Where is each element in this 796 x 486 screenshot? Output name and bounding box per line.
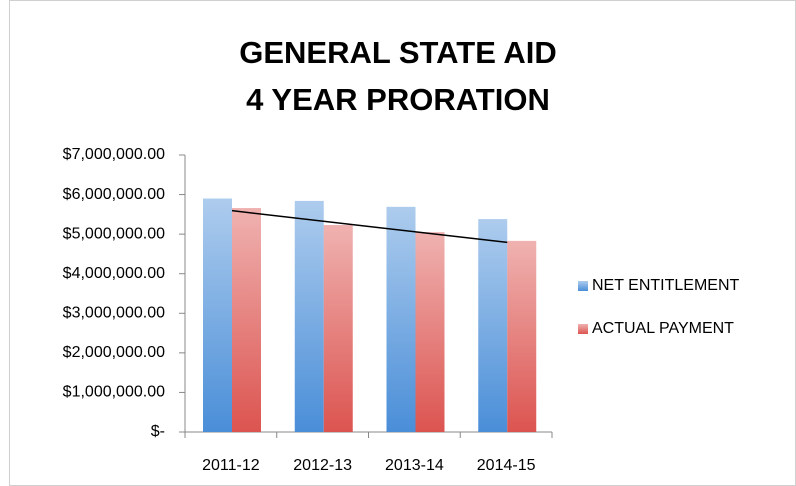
y-tick-label: $6,000,000.00 bbox=[63, 186, 165, 203]
x-tick-label: 2012-13 bbox=[293, 457, 352, 474]
x-tick-label: 2011-12 bbox=[202, 457, 260, 474]
legend-label: ACTUAL PAYMENT bbox=[592, 320, 734, 337]
chart-title: GENERAL STATE AID bbox=[239, 35, 556, 70]
y-tick-label: $- bbox=[151, 423, 165, 440]
trendline bbox=[231, 209, 508, 244]
bar bbox=[323, 225, 353, 432]
bar bbox=[203, 198, 232, 432]
bar bbox=[294, 200, 324, 432]
x-tick-label: 2014-15 bbox=[477, 457, 536, 474]
bar bbox=[415, 232, 445, 432]
legend-label: NET ENTITLEMENT bbox=[592, 277, 740, 294]
chart-title: 4 YEAR PRORATION bbox=[246, 82, 550, 117]
bar bbox=[507, 240, 537, 432]
y-tick-label: $3,000,000.00 bbox=[63, 305, 165, 322]
legend-swatch bbox=[578, 281, 588, 291]
x-tick-label: 2013-14 bbox=[385, 457, 444, 474]
legend-swatch bbox=[578, 324, 588, 334]
bar bbox=[478, 219, 508, 432]
bar bbox=[386, 206, 416, 432]
bar bbox=[232, 208, 261, 432]
y-tick-label: $7,000,000.00 bbox=[63, 146, 165, 163]
y-tick-label: $5,000,000.00 bbox=[63, 225, 165, 242]
y-tick-label: $4,000,000.00 bbox=[63, 265, 165, 282]
y-tick-label: $2,000,000.00 bbox=[63, 344, 165, 361]
y-tick-label: $1,000,000.00 bbox=[63, 384, 165, 401]
